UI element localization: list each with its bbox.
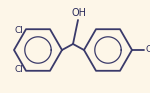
Text: OH: OH xyxy=(72,8,87,18)
Text: Cl: Cl xyxy=(14,26,23,35)
Text: Cl: Cl xyxy=(14,65,23,74)
Text: CH₃: CH₃ xyxy=(145,45,150,54)
